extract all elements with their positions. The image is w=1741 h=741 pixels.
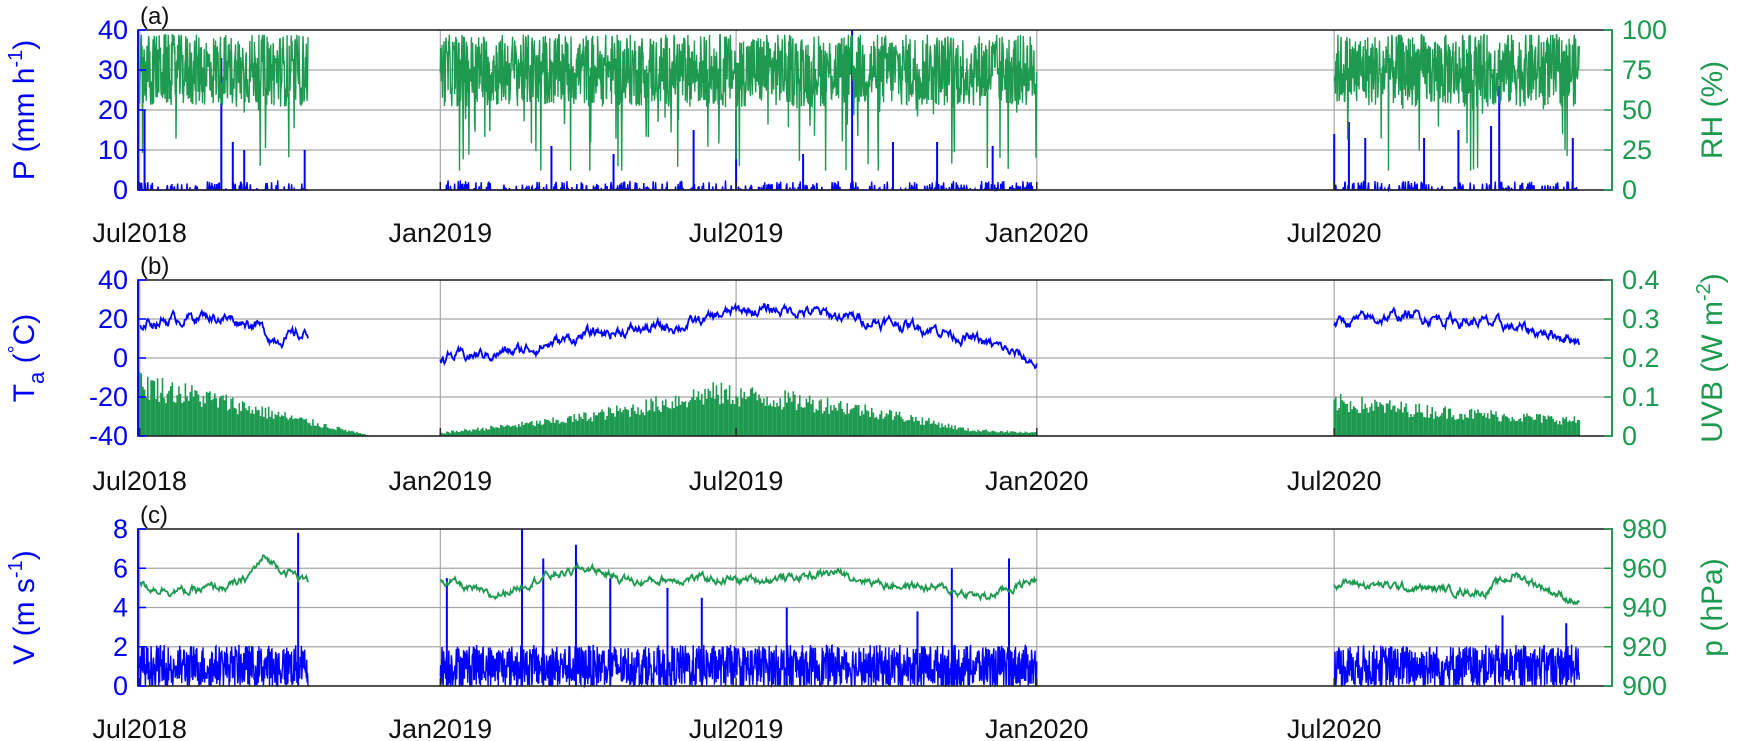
right-series-line xyxy=(439,561,1038,602)
left-tick-label: 0 xyxy=(113,175,128,205)
right-tick-label: 0.4 xyxy=(1622,265,1660,295)
right-tick-label: 75 xyxy=(1622,55,1652,85)
right-axis-label: RH (%) xyxy=(1696,61,1729,159)
right-tick-label: 50 xyxy=(1622,95,1652,125)
right-series-bars xyxy=(138,372,371,436)
panel-label: (c) xyxy=(140,502,168,529)
left-tick-label: 2 xyxy=(113,632,128,662)
x-tick-label: Jul2019 xyxy=(689,714,784,741)
x-tick-label: Jul2018 xyxy=(92,714,187,741)
right-axis-label: UVB (W m-2) xyxy=(1693,273,1729,442)
left-series-line xyxy=(1333,180,1580,193)
right-tick-label: 980 xyxy=(1622,514,1667,544)
x-tick-label: Jan2020 xyxy=(985,466,1089,496)
left-tick-label: 40 xyxy=(98,265,128,295)
left-tick-label: 20 xyxy=(98,304,128,334)
left-tick-label: 6 xyxy=(113,553,128,583)
x-tick-label: Jul2020 xyxy=(1287,714,1382,741)
right-axis-label: p (hPa) xyxy=(1696,558,1729,656)
left-series-line xyxy=(439,302,1038,370)
panel-3: 0 2 4 6 8 900 920 940 960 980 Jul2018 Jan2019 Jul201… xyxy=(5,502,1729,741)
x-tick-label: Jan2020 xyxy=(985,218,1089,248)
left-tick-label: 4 xyxy=(113,593,128,623)
left-tick-label: -20 xyxy=(89,382,128,412)
left-axis-label: V (m s-1) xyxy=(5,550,41,664)
left-tick-label: 20 xyxy=(98,95,128,125)
panel-1: 0 10 20 30 40 0 25 50 75 100 Jul2018 Jan2019 Jul2019… xyxy=(5,3,1729,248)
right-series-line xyxy=(138,33,309,167)
left-tick-label: 8 xyxy=(113,514,128,544)
left-series-line xyxy=(439,644,1038,689)
left-tick-label: 0 xyxy=(113,343,128,373)
x-tick-label: Jul2020 xyxy=(1287,466,1382,496)
panel-label: (a) xyxy=(140,3,169,30)
panel-label: (b) xyxy=(140,253,169,280)
left-series-line xyxy=(138,644,309,687)
left-tick-label: 0 xyxy=(113,671,128,701)
x-tick-label: Jan2020 xyxy=(985,714,1089,741)
right-series-line xyxy=(1333,571,1581,606)
right-series-line xyxy=(139,554,309,598)
right-series-line xyxy=(1333,33,1580,171)
panel-2: -40 -20 0 20 40 0 0.1 0.2 0.3 0.4 Jul2018 Jan2019 Ju… xyxy=(5,253,1729,496)
right-tick-label: 0 xyxy=(1622,421,1637,451)
x-tick-label: Jul2018 xyxy=(92,466,187,496)
left-tick-label: -40 xyxy=(89,421,128,451)
right-tick-label: 0.3 xyxy=(1622,304,1660,334)
right-series-line xyxy=(439,34,1038,171)
x-tick-label: Jan2019 xyxy=(389,218,493,248)
right-series-bars xyxy=(1333,394,1581,436)
right-tick-label: 900 xyxy=(1622,671,1667,701)
left-series-line xyxy=(139,308,309,350)
left-axis-label: Ta (°C) xyxy=(5,314,49,403)
x-tick-label: Jul2019 xyxy=(689,466,784,496)
x-tick-label: Jul2018 xyxy=(92,218,187,248)
right-tick-label: 920 xyxy=(1622,632,1667,662)
left-series-line xyxy=(1333,306,1581,346)
right-tick-label: 25 xyxy=(1622,135,1652,165)
right-tick-label: 0.2 xyxy=(1622,343,1660,373)
right-tick-label: 100 xyxy=(1622,15,1667,45)
left-tick-label: 40 xyxy=(98,15,128,45)
x-tick-label: Jul2019 xyxy=(689,218,784,248)
left-series-line xyxy=(139,180,308,191)
x-tick-label: Jul2020 xyxy=(1287,218,1382,248)
x-tick-label: Jan2019 xyxy=(389,714,493,741)
left-tick-label: 10 xyxy=(98,135,128,165)
right-tick-label: 940 xyxy=(1622,593,1667,623)
left-series-line xyxy=(440,180,1037,193)
right-tick-label: 0.1 xyxy=(1622,382,1660,412)
x-tick-label: Jan2019 xyxy=(389,466,493,496)
right-tick-label: 960 xyxy=(1622,553,1667,583)
left-series-line xyxy=(1333,644,1580,687)
right-series-bars xyxy=(439,382,1038,436)
left-tick-label: 30 xyxy=(98,55,128,85)
right-tick-label: 0 xyxy=(1622,175,1637,205)
left-axis-label: P (mm h-1) xyxy=(5,40,41,181)
